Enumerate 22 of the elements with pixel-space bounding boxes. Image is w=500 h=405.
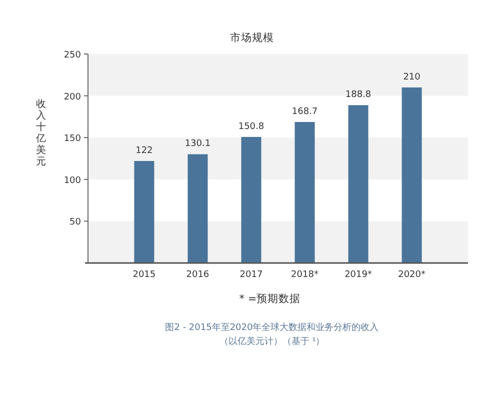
xtick: 2016 <box>186 270 210 280</box>
data-label: 188.8 <box>345 90 372 100</box>
ytick: 250 <box>64 50 81 60</box>
annotation: （以亿美元计）（基于 ¹） <box>219 337 325 347</box>
data-label: 168.7 <box>292 106 318 117</box>
title: 市场规模 <box>230 32 274 44</box>
data-label: 150.8 <box>238 122 264 132</box>
ylabel: 收入十亿美元 <box>36 98 46 168</box>
xtick: 2020* <box>398 270 426 280</box>
xtick: 2019* <box>344 270 372 280</box>
data-label: 130.1 <box>184 139 211 150</box>
data-label: 210 <box>403 72 420 82</box>
ytick: 150 <box>64 134 81 144</box>
ytick: 50 <box>70 218 81 228</box>
xtick: 2018* <box>291 270 318 280</box>
ytick: 100 <box>64 176 81 186</box>
annotation: * =预期数据 <box>239 293 301 305</box>
annotation: 图2 - 2015年至2020年全球大数据和业务分析的收入 <box>165 323 379 333</box>
ytick: 200 <box>64 92 81 102</box>
xtick: 2015 <box>132 270 156 280</box>
data-label: 122 <box>136 146 153 156</box>
xtick: 2017 <box>240 270 263 280</box>
